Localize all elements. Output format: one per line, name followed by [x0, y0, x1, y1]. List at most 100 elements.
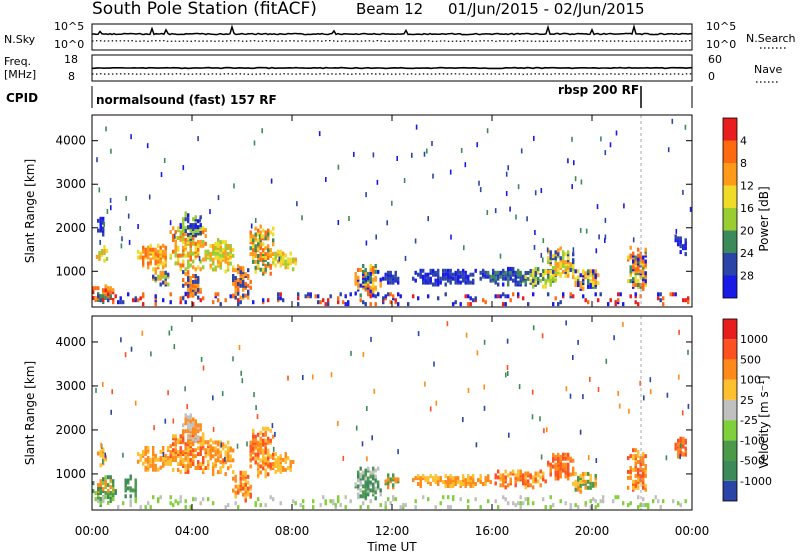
range-cell — [592, 481, 595, 486]
range-cell — [197, 219, 200, 224]
range-cell — [427, 276, 430, 281]
range-cell — [179, 499, 182, 504]
range-cell — [241, 378, 244, 384]
range-cell — [197, 295, 200, 300]
range-cell — [557, 248, 560, 253]
x-axis: 00:00 04:00 08:00 12:00 16:00 20:00 00:00 — [75, 524, 710, 538]
range-cell — [254, 259, 257, 264]
range-cell — [354, 291, 357, 296]
range-cell — [522, 274, 525, 279]
range-cell — [254, 501, 257, 506]
range-cell — [684, 446, 687, 451]
range-cell — [134, 497, 137, 502]
range-cell — [152, 267, 155, 272]
colorbar-swatch — [723, 140, 737, 163]
range-cell — [652, 499, 655, 504]
range-cell — [219, 470, 222, 475]
range-cell — [577, 481, 580, 486]
range-cell — [622, 302, 625, 307]
range-cell — [627, 503, 630, 508]
range-cell — [259, 430, 262, 435]
range-cell — [684, 252, 687, 257]
range-cell — [569, 393, 572, 399]
range-cell — [242, 470, 245, 475]
cpid-program-2: rbsp 200 RF — [558, 83, 639, 97]
range-cell — [497, 475, 500, 480]
range-cell — [152, 446, 155, 450]
range-cell — [267, 298, 270, 303]
range-cell — [162, 298, 165, 303]
range-cell — [584, 298, 587, 303]
range-cell — [387, 481, 390, 486]
range-cell — [522, 477, 525, 482]
range-cell — [594, 505, 597, 510]
range-cell — [271, 423, 274, 429]
range-cell — [559, 470, 562, 475]
range-cell — [637, 495, 640, 500]
range-cell — [449, 169, 452, 175]
range-cell — [302, 499, 305, 504]
range-cell — [199, 215, 202, 220]
range-cell — [179, 469, 182, 474]
range-cell — [372, 266, 375, 270]
range-cell — [172, 234, 175, 238]
range-cell — [344, 302, 347, 307]
range-cell — [609, 298, 612, 303]
range-cell — [377, 292, 380, 297]
range-cell — [584, 485, 587, 490]
noise-sky-line — [91, 24, 693, 36]
range-cell — [124, 352, 127, 358]
range-cell — [504, 270, 507, 275]
range-cell — [649, 377, 652, 383]
range-cell — [637, 477, 640, 482]
range-cell — [369, 470, 372, 475]
range-cell — [134, 478, 137, 483]
range-cell — [289, 257, 292, 262]
range-cell — [302, 375, 304, 380]
range-cell — [519, 501, 522, 506]
range-cell — [362, 490, 365, 495]
range-cell — [497, 294, 500, 299]
range-cell — [562, 456, 565, 461]
range-cell — [252, 456, 255, 461]
range-cell — [644, 464, 647, 468]
range-cell — [543, 428, 545, 434]
range-cell — [249, 285, 252, 290]
range-cell — [374, 490, 377, 495]
range-cell — [634, 255, 637, 260]
range-cell — [207, 249, 210, 254]
range-cell — [312, 505, 315, 510]
range-cell — [634, 467, 637, 472]
range-cell — [359, 268, 362, 272]
range-cell — [374, 474, 377, 479]
range-cell — [469, 280, 472, 285]
range-cell — [141, 330, 144, 336]
range-cell — [124, 494, 127, 499]
range-cell — [369, 480, 372, 485]
range-cell — [427, 272, 430, 277]
range-cell — [499, 294, 502, 299]
range-cell — [232, 281, 235, 286]
range-cell — [179, 223, 182, 228]
range-cell — [659, 505, 662, 510]
range-cell — [142, 302, 145, 307]
range-cell — [194, 427, 197, 432]
range-cell — [372, 281, 375, 286]
y-tick-label: 4000 — [55, 335, 86, 349]
range-cell — [182, 270, 185, 275]
range-cell — [199, 217, 201, 223]
range-cell — [184, 413, 187, 418]
range-cell — [214, 242, 217, 246]
range-cell — [132, 488, 135, 493]
range-cell — [222, 247, 225, 252]
range-cell — [187, 421, 190, 426]
range-cell — [207, 497, 210, 502]
range-cell — [269, 495, 272, 500]
range-cell — [172, 467, 175, 472]
range-cell — [449, 474, 452, 479]
range-cell — [187, 291, 190, 296]
range-cell — [112, 497, 115, 502]
range-cell — [637, 253, 640, 258]
range-cell — [472, 298, 475, 303]
